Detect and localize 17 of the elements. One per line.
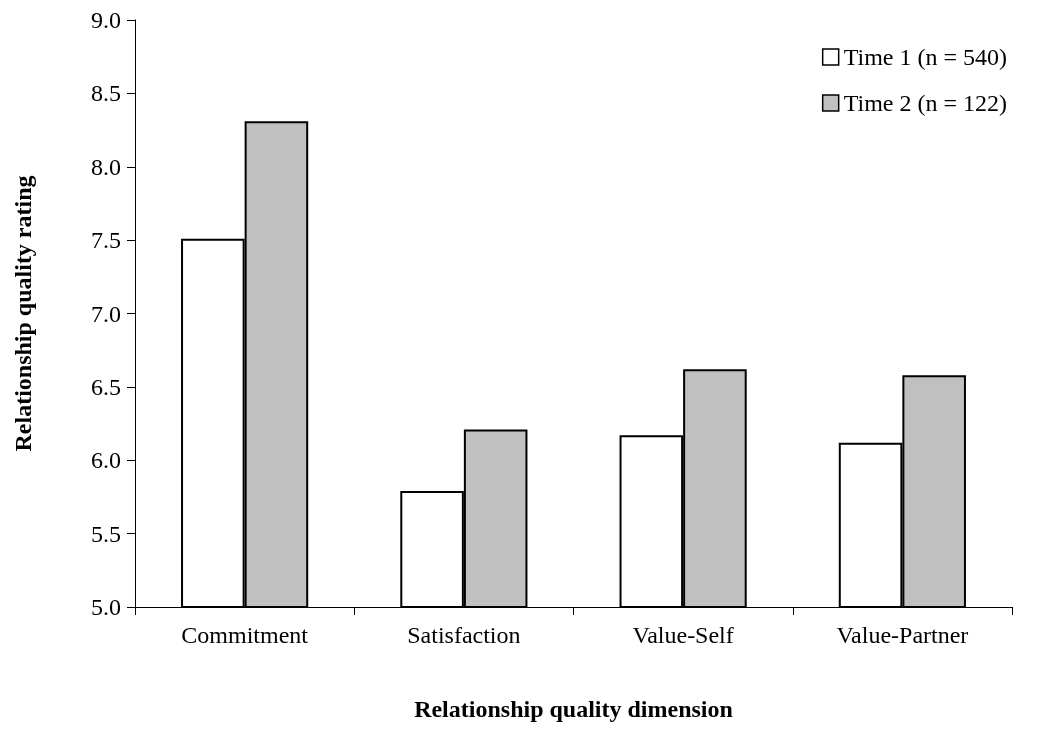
y-tick-label: 7.0 [91, 300, 121, 327]
x-tick-label: Value-Self [632, 622, 734, 648]
legend-label: Time 1 (n = 540) [843, 44, 1007, 70]
y-tick-label: 5.0 [91, 594, 121, 620]
x-tick-label: Commitment [181, 622, 309, 648]
legend-label: Time 2 (n = 122) [843, 90, 1007, 116]
y-axis-title: Relationship quality rating [10, 175, 36, 452]
y-tick-label: 8.0 [91, 153, 121, 180]
y-tick-label: 9.0 [91, 7, 121, 33]
y-tick-label: 7.5 [91, 227, 121, 254]
x-axis-title: Relationship quality dimension [414, 696, 733, 722]
y-tick-label: 5.5 [91, 520, 121, 547]
y-tick-label: 6.5 [91, 373, 121, 400]
x-tick-label: Value-Partner [836, 622, 969, 648]
y-tick-label: 6.0 [91, 447, 121, 474]
y-tick-label: 8.5 [91, 80, 121, 107]
x-tick-label: Satisfaction [407, 622, 521, 648]
